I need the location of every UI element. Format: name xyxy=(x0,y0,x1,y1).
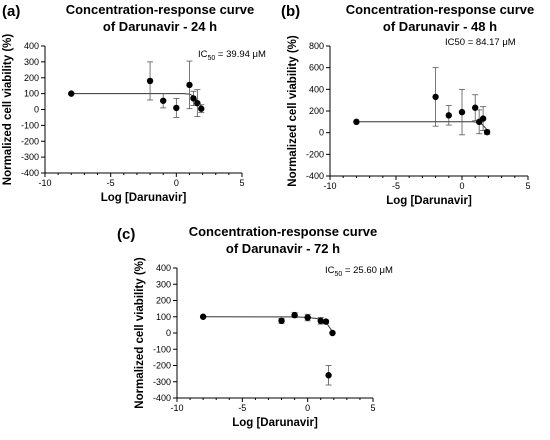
chart-title-line1: Concentration-response curve xyxy=(66,2,255,17)
data-point xyxy=(472,104,479,111)
chart-title-line1: Concentration-response curve xyxy=(189,224,378,239)
data-point xyxy=(190,95,197,102)
y-tick-label: 0 xyxy=(319,128,324,138)
data-point xyxy=(199,313,207,320)
x-tick-label: 0 xyxy=(174,178,179,188)
data-point xyxy=(160,97,167,104)
ic50-annotation: IC50 = 84.17 μM xyxy=(445,37,516,48)
y-tick-label: -300 xyxy=(153,377,171,387)
data-point xyxy=(194,99,201,107)
y-tick-label: 200 xyxy=(309,106,324,116)
data-point xyxy=(353,118,360,126)
ic50-prefix: IC xyxy=(325,265,335,276)
ic50-subscript: 50 xyxy=(208,55,216,62)
x-tick-label: 0 xyxy=(459,181,464,191)
data-point xyxy=(304,314,311,321)
x-tick-label: 5 xyxy=(525,181,530,191)
y-tick-label: 200 xyxy=(24,73,39,83)
y-tick-label: 100 xyxy=(24,89,39,99)
ic50-annotation: IC50 = 25.60 μM xyxy=(325,265,393,278)
ic50-subscript: 50 xyxy=(335,271,343,278)
y-tick-label: -400 xyxy=(306,171,324,181)
data-point xyxy=(317,317,324,325)
x-tick-label: -5 xyxy=(107,178,115,188)
y-axis-label: Normalized cell viability (%) xyxy=(134,257,146,409)
y-tick-label: -200 xyxy=(153,361,171,371)
chart-panel-2: (c) Concentration-response curve of Daruna… xyxy=(117,224,393,429)
y-tick-label: 800 xyxy=(309,41,324,51)
data-point xyxy=(479,115,487,122)
chart-panel-1: (b) Concentration-response curve of Daruna… xyxy=(281,2,534,207)
y-tick-label: 400 xyxy=(24,41,39,51)
data-point xyxy=(322,318,330,325)
chart-title-line2: of Darunavir - 72 h xyxy=(226,241,340,256)
x-tick-label: -10 xyxy=(170,403,183,413)
y-tick-label: -400 xyxy=(153,393,171,403)
x-axis-label: Log [Darunavir] xyxy=(101,192,187,204)
y-tick-label: -300 xyxy=(21,152,39,162)
data-point xyxy=(483,128,491,136)
y-tick-label: 200 xyxy=(156,296,171,306)
x-tick-label: -5 xyxy=(238,403,246,413)
y-tick-label: 600 xyxy=(309,63,324,73)
data-point xyxy=(198,105,205,112)
data-point xyxy=(278,317,285,325)
chart-panel-0: (a) Concentration-response curve of Daruna… xyxy=(2,2,266,204)
x-tick-label: -10 xyxy=(38,178,51,188)
y-tick-label: -100 xyxy=(153,344,171,354)
y-tick-label: 0 xyxy=(166,328,171,338)
x-tick-label: 0 xyxy=(305,403,310,413)
x-tick-label: 5 xyxy=(239,178,244,188)
x-tick-label: -10 xyxy=(323,181,336,191)
y-tick-label: -400 xyxy=(21,168,39,178)
ic50-prefix: IC50 xyxy=(445,37,465,48)
y-tick-label: 0 xyxy=(34,105,39,115)
data-point xyxy=(432,93,439,101)
x-tick-label: 5 xyxy=(370,403,375,413)
data-point xyxy=(68,90,75,97)
ic50-value: = 39.94 μM xyxy=(215,49,266,60)
data-point xyxy=(146,77,154,85)
chart-title-line2: of Darunavir - 48 h xyxy=(383,19,497,34)
y-tick-label: 400 xyxy=(156,263,171,273)
panel-label: (c) xyxy=(117,226,135,243)
ic50-value: = 25.60 μM xyxy=(342,265,393,276)
data-point xyxy=(458,108,466,116)
data-point xyxy=(329,329,336,337)
chart-title-line1: Concentration-response curve xyxy=(346,2,535,17)
x-axis-label: Log [Darunavir] xyxy=(232,417,318,429)
ic50-prefix: IC xyxy=(198,49,208,60)
y-axis-label: Normalized cell viability (%) xyxy=(2,34,14,186)
chart-title-line2: of Darunavir - 24 h xyxy=(103,19,217,34)
fit-curve xyxy=(203,316,334,333)
fit-curve xyxy=(71,93,202,107)
y-tick-label: 400 xyxy=(309,84,324,94)
x-tick-label: -5 xyxy=(392,181,400,191)
ic50-annotation: IC50 = 39.94 μM xyxy=(198,49,266,62)
y-tick-label: 100 xyxy=(156,312,171,322)
panel-label: (b) xyxy=(281,3,300,20)
data-point xyxy=(325,372,332,379)
panel-label: (a) xyxy=(2,3,20,20)
ic50-value: = 84.17 μM xyxy=(465,37,516,48)
y-tick-label: -200 xyxy=(306,149,324,159)
y-tick-label: -100 xyxy=(21,120,39,130)
fit-curve xyxy=(356,121,489,132)
y-axis-label: Normalized cell viability (%) xyxy=(287,35,299,187)
y-tick-label: 300 xyxy=(24,57,39,67)
data-point xyxy=(186,81,193,89)
data-point xyxy=(291,311,298,319)
data-point xyxy=(445,112,452,119)
x-axis-label: Log [Darunavir] xyxy=(386,195,472,207)
y-tick-label: 300 xyxy=(156,279,171,289)
data-point xyxy=(173,104,180,112)
y-tick-label: -200 xyxy=(21,136,39,146)
